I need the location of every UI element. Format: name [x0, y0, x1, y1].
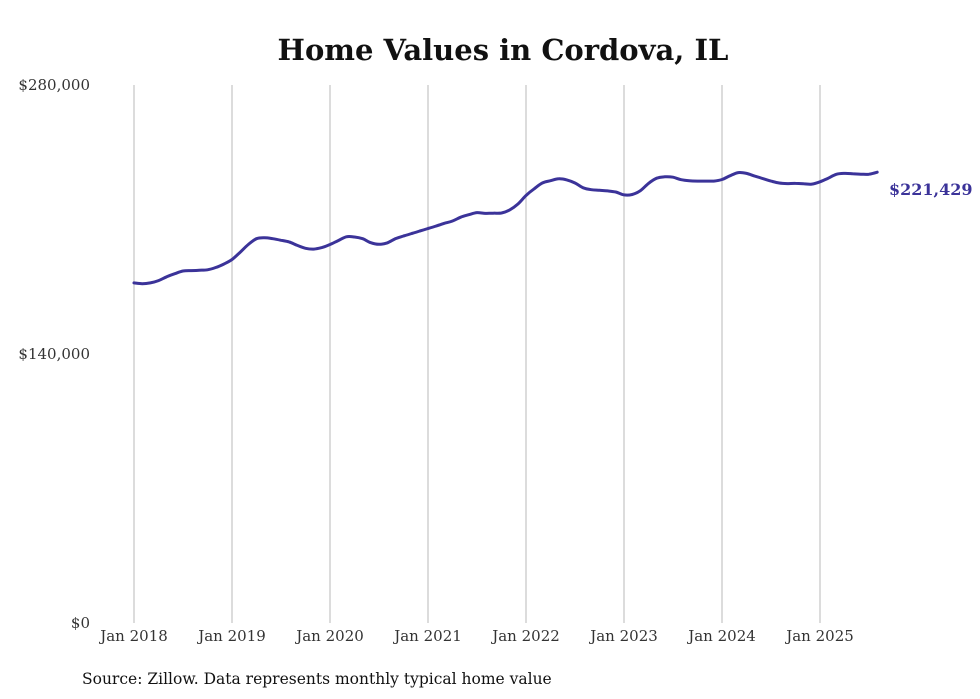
- source-note: Source: Zillow. Data represents monthly …: [82, 670, 552, 688]
- x-tick-label: Jan 2024: [686, 627, 756, 645]
- end-value-label: $221,429: [889, 180, 973, 199]
- y-tick-label: $140,000: [18, 345, 90, 363]
- chart-title: Home Values in Cordova, IL: [278, 33, 729, 67]
- x-tick-label: Jan 2021: [392, 627, 462, 645]
- y-tick-label: $280,000: [18, 76, 90, 94]
- y-axis: $0 $140,000 $280,000: [18, 76, 90, 632]
- x-tick-label: Jan 2019: [196, 627, 266, 645]
- series-line-0: [132, 170, 879, 286]
- vertical-gridlines: [133, 85, 821, 623]
- series-layer: [132, 170, 879, 286]
- y-tick-label: $0: [71, 614, 90, 632]
- x-tick-label: Jan 2020: [294, 627, 364, 645]
- x-tick-label: Jan 2025: [784, 627, 854, 645]
- x-tick-label: Jan 2018: [98, 627, 168, 645]
- x-axis: Jan 2018 Jan 2019 Jan 2020 Jan 2021 Jan 2022…: [98, 627, 854, 645]
- x-tick-label: Jan 2023: [588, 627, 658, 645]
- x-tick-label: Jan 2022: [490, 627, 560, 645]
